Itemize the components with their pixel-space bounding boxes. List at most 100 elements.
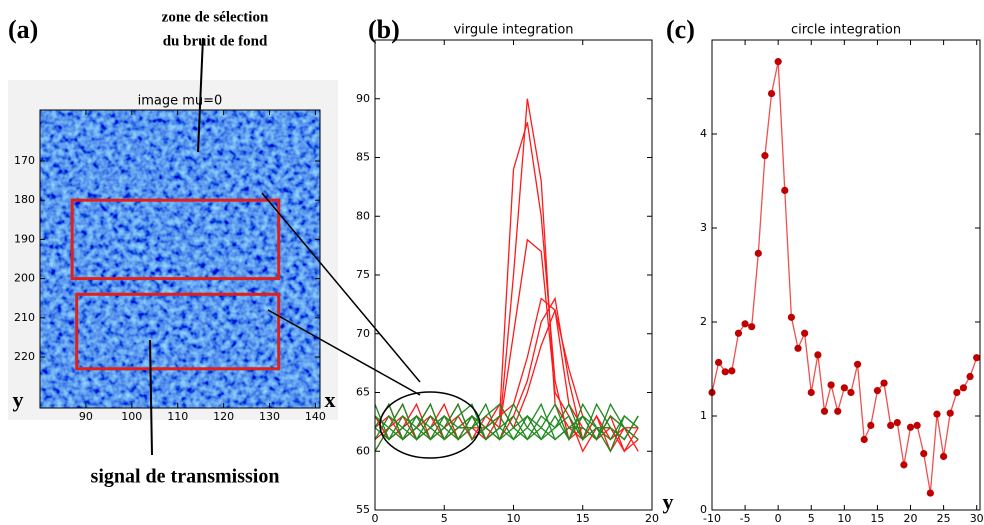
pointer <box>197 37 204 153</box>
heatmap <box>40 110 320 408</box>
x-tick-label: 0 <box>372 512 379 525</box>
ellipse <box>379 391 481 459</box>
x-tick-label: 110 <box>167 410 188 423</box>
marker <box>728 367 736 375</box>
x-tick-label: 5 <box>441 512 448 525</box>
marker <box>933 410 941 418</box>
y-tick-label: 80 <box>356 209 370 222</box>
y-tick-label: 0 <box>700 503 707 516</box>
marker <box>966 372 974 381</box>
marker <box>913 421 921 429</box>
x-axis-label: y <box>663 489 674 514</box>
chart-title: image mu=0 <box>138 94 223 109</box>
pointer <box>149 339 153 456</box>
y-tick-label: 60 <box>356 444 370 457</box>
y-tick-label: 55 <box>356 503 370 516</box>
y-tick-label: 190 <box>14 232 35 245</box>
x-tick-label: 5 <box>808 512 815 525</box>
marker <box>734 329 743 337</box>
panel-label: (a) <box>8 15 38 44</box>
series-line <box>374 402 639 441</box>
annotation-shapes <box>149 37 481 459</box>
y-tick-label: 85 <box>356 151 370 164</box>
selection-region <box>70 198 281 281</box>
marker <box>741 320 749 328</box>
x-tick-label: 15 <box>576 512 590 525</box>
marker <box>946 409 954 417</box>
x-axis-label: x <box>325 387 336 412</box>
connector <box>267 309 421 396</box>
marker <box>853 360 862 368</box>
annotation: zone de sélection <box>162 9 269 25</box>
x-tick-label: 10 <box>837 512 851 525</box>
y-tick-label: 1 <box>700 409 707 422</box>
annotation: signal de transmission <box>91 466 280 488</box>
y-axis-label: y <box>13 387 24 412</box>
series-line <box>374 402 639 453</box>
marker <box>840 384 848 392</box>
y-tick-label: 90 <box>356 92 370 105</box>
marker <box>827 381 835 389</box>
y-tick-label: 4 <box>700 127 707 140</box>
marker <box>834 407 842 415</box>
marker <box>900 461 908 469</box>
marker <box>721 368 729 376</box>
x-tick-label: 130 <box>259 410 280 423</box>
marker <box>959 384 968 392</box>
y-tick-label: 75 <box>356 268 370 281</box>
x-tick-label: 90 <box>79 410 93 423</box>
x-tick-label: 20 <box>645 512 659 525</box>
x-tick-label: 15 <box>870 512 884 525</box>
y-tick-label: 200 <box>14 272 35 285</box>
marker <box>860 435 868 444</box>
marker <box>794 344 802 352</box>
panel-label: (b) <box>368 15 400 44</box>
series-line <box>374 402 639 441</box>
panel-label: (c) <box>666 15 695 44</box>
x-tick-label: -10 <box>703 512 721 525</box>
marker <box>873 387 882 395</box>
marker <box>953 388 961 397</box>
marker <box>887 421 895 429</box>
marker <box>814 351 822 359</box>
y-tick-label: 170 <box>14 154 35 167</box>
y-tick-label: 3 <box>700 221 707 234</box>
marker <box>906 423 915 431</box>
x-tick-label: 0 <box>775 512 782 525</box>
selection-region <box>75 292 281 371</box>
marker <box>820 407 829 415</box>
x-tick-label: 140 <box>305 410 326 423</box>
axes-frame <box>711 39 981 511</box>
marker <box>715 358 723 367</box>
x-tick-label: -5 <box>740 512 751 525</box>
marker <box>781 186 789 194</box>
x-tick-label: 25 <box>937 512 951 525</box>
marker <box>787 313 796 321</box>
marker <box>847 388 855 397</box>
x-tick-label: 10 <box>507 512 521 525</box>
y-tick-label: 65 <box>356 386 370 399</box>
x-tick-label: 120 <box>213 410 234 423</box>
marker <box>801 329 809 337</box>
connector <box>261 192 421 383</box>
marker <box>748 323 756 331</box>
y-tick-label: 220 <box>14 350 35 363</box>
x-tick-label: 100 <box>121 410 142 423</box>
marker <box>880 379 888 387</box>
marker <box>920 450 928 458</box>
y-tick-label: 210 <box>14 311 35 324</box>
plots: 90 100 110 120 130 140170180190200210220image… <box>8 9 984 525</box>
x-tick-label: 30 <box>970 512 984 525</box>
marker <box>893 418 901 427</box>
marker <box>774 58 782 66</box>
y-tick-label: 70 <box>356 327 370 340</box>
marker <box>940 452 948 461</box>
annotation: du bruit de fond <box>163 33 268 49</box>
marker <box>867 421 875 429</box>
marker <box>754 249 762 257</box>
x-tick-label: 20 <box>904 512 918 525</box>
chart-title: virgule integration <box>453 23 573 38</box>
axes-frame <box>39 109 321 409</box>
marker <box>767 89 776 98</box>
